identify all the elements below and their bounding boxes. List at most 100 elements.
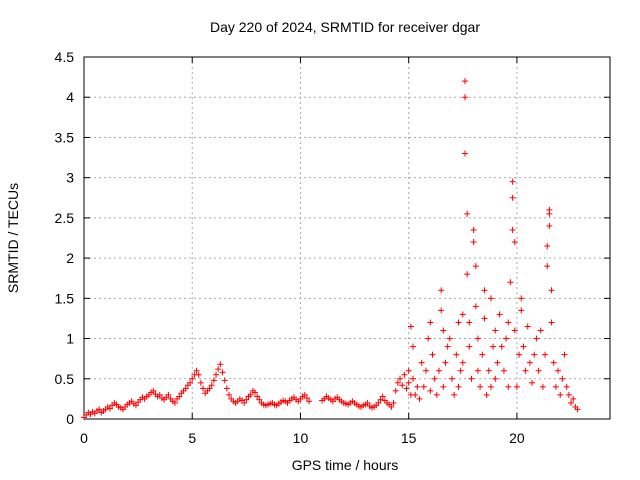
data-point <box>461 150 468 157</box>
data-point <box>379 393 386 400</box>
data-point <box>405 367 412 374</box>
data-point <box>561 351 568 358</box>
data-point <box>481 315 488 322</box>
data-point <box>182 385 189 392</box>
data-point <box>513 383 520 390</box>
data-point <box>505 383 512 390</box>
data-point <box>377 396 384 403</box>
data-point <box>403 385 410 392</box>
data-point <box>405 379 412 386</box>
data-point <box>509 226 516 233</box>
data-point <box>555 367 562 374</box>
data-point <box>574 406 581 413</box>
data-point <box>457 367 464 374</box>
data-point <box>106 405 113 412</box>
data-point <box>472 303 479 310</box>
data-point <box>438 307 445 314</box>
data-point <box>453 351 460 358</box>
data-point <box>503 335 510 342</box>
data-point <box>401 371 408 378</box>
data-point <box>165 391 172 398</box>
data-point <box>544 263 551 270</box>
y-tick-label: 3 <box>66 170 74 186</box>
data-point <box>535 367 542 374</box>
data-point <box>423 367 430 374</box>
data-point <box>470 239 477 246</box>
y-tick-label: 2 <box>66 250 74 266</box>
data-point <box>548 287 555 294</box>
data-point <box>418 359 425 366</box>
data-point <box>425 335 432 342</box>
data-point <box>537 327 544 334</box>
data-point <box>464 210 471 217</box>
data-point <box>150 387 157 394</box>
data-point <box>516 351 523 358</box>
data-point <box>511 239 518 246</box>
data-point <box>420 383 427 390</box>
data-point <box>518 295 525 302</box>
data-point <box>226 391 233 398</box>
data-point <box>507 279 514 286</box>
data-point <box>171 399 178 406</box>
data-point <box>440 327 447 334</box>
data-point <box>392 387 399 394</box>
data-point <box>412 391 419 398</box>
data-point <box>477 383 484 390</box>
data-point <box>410 375 417 382</box>
data-point <box>444 343 451 350</box>
x-tick-label: 0 <box>80 430 88 446</box>
data-point <box>490 343 497 350</box>
y-tick-label: 1 <box>66 331 74 347</box>
plot-frame <box>83 56 611 420</box>
data-point <box>241 399 248 406</box>
data-point <box>481 287 488 294</box>
data-point <box>464 271 471 278</box>
chart-title: Day 220 of 2024, SRMTID for receiver dga… <box>210 19 480 35</box>
data-point <box>195 371 202 378</box>
data-point <box>461 78 468 85</box>
data-point <box>223 385 230 392</box>
data-point <box>132 402 139 409</box>
data-point <box>197 379 204 386</box>
grid <box>84 57 610 419</box>
data-point <box>364 399 371 406</box>
data-point <box>247 391 254 398</box>
data-point <box>485 367 492 374</box>
y-tick-label: 4 <box>66 89 74 105</box>
y-axis-label: SRMTID / TECUs <box>5 183 21 293</box>
data-point <box>542 351 549 358</box>
data-point <box>448 375 455 382</box>
data-point <box>176 393 183 400</box>
data-point <box>399 382 406 389</box>
data-point <box>546 222 553 229</box>
data-point <box>568 399 575 406</box>
x-axis-label: GPS time / hours <box>292 457 399 473</box>
data-point <box>559 375 566 382</box>
data-point <box>487 295 494 302</box>
data-point <box>509 178 516 185</box>
data-point <box>189 375 196 382</box>
data-point <box>459 311 466 318</box>
data-point <box>557 391 564 398</box>
data-point <box>446 335 453 342</box>
data-point <box>213 371 220 378</box>
x-tick-label: 5 <box>188 430 196 446</box>
data-point <box>301 391 308 398</box>
data-point <box>394 379 401 386</box>
data-point <box>524 323 531 330</box>
data-point <box>438 287 445 294</box>
data-point <box>442 359 449 366</box>
data-point <box>221 377 228 384</box>
data-points <box>81 78 581 421</box>
data-point <box>435 367 442 374</box>
data-point <box>433 391 440 398</box>
data-point <box>550 359 557 366</box>
data-point <box>479 351 486 358</box>
data-point <box>215 366 222 373</box>
data-point <box>390 399 397 406</box>
data-point <box>193 367 200 374</box>
data-point <box>570 395 577 402</box>
data-point <box>427 319 434 326</box>
y-tick-label: 2.5 <box>55 210 75 226</box>
